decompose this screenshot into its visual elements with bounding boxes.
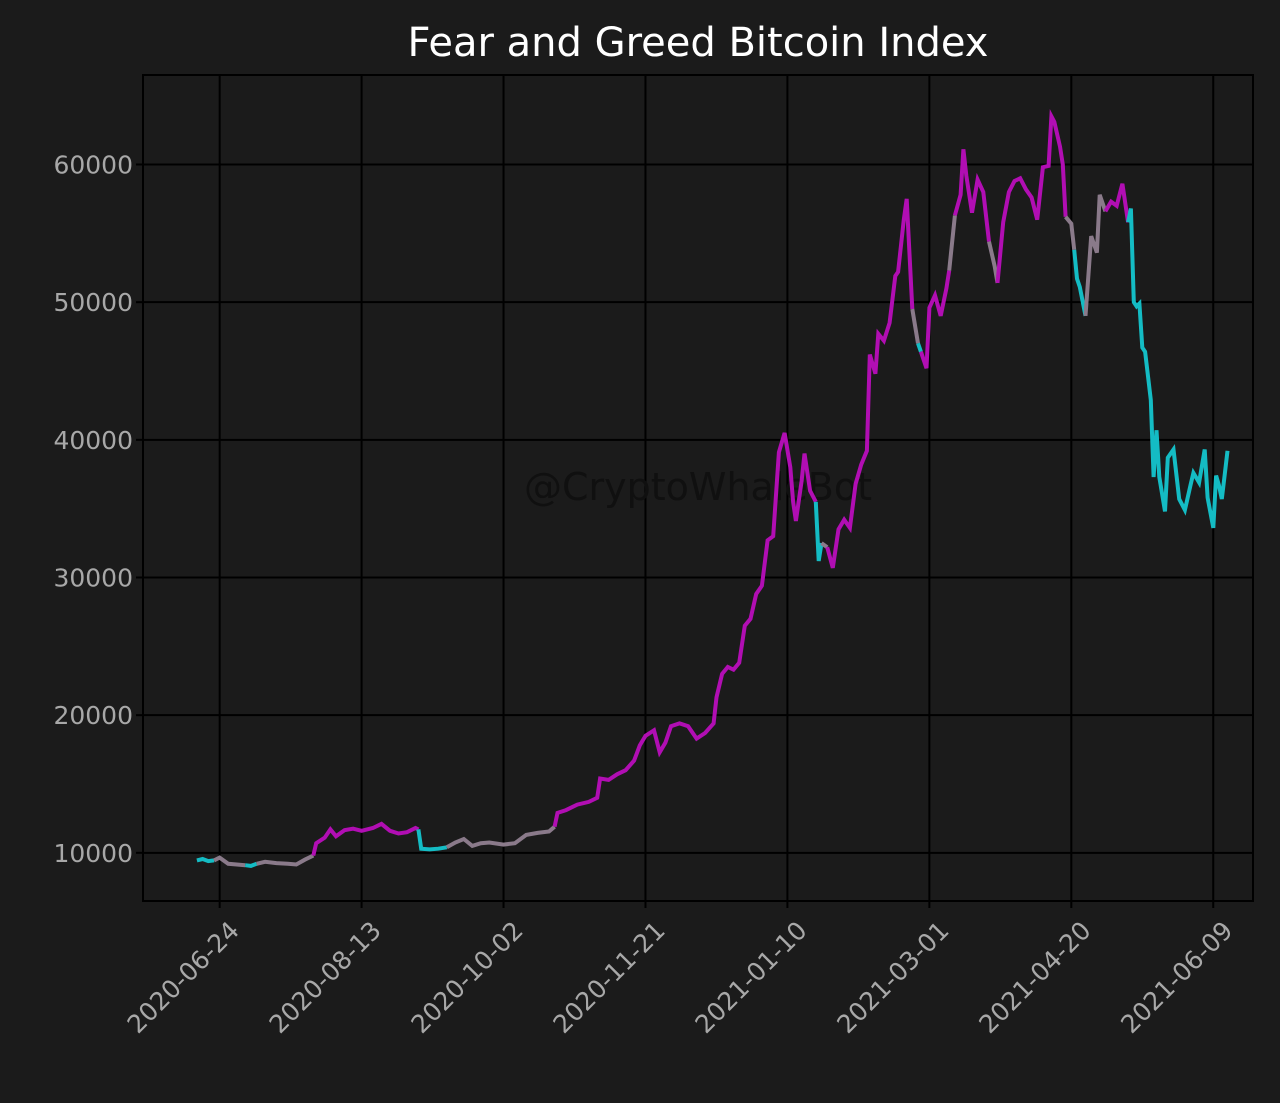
series-segment-18	[1064, 215, 1077, 251]
grid-lines	[143, 75, 1253, 901]
series-segment-20	[1083, 194, 1108, 317]
series-segment-3	[256, 853, 315, 867]
series-segment-22	[1126, 208, 1230, 529]
series-segment-9	[820, 541, 829, 549]
y-tick-label: 50000	[53, 288, 133, 317]
series-segment-15	[952, 149, 991, 242]
series-segment-12	[916, 342, 923, 353]
series-segment-21	[1103, 183, 1131, 223]
y-tick-label: 40000	[53, 426, 133, 455]
series-segment-7	[552, 432, 818, 828]
series-segment-14	[947, 215, 957, 271]
series-segment-13	[919, 270, 952, 369]
price-series	[196, 108, 1230, 868]
series-segment-1	[213, 855, 246, 868]
y-axis: 10000 20000 30000 40000 50000 60000	[53, 150, 143, 868]
series-segment-0	[196, 856, 215, 864]
series-segment-2	[244, 861, 258, 868]
series-segment-6	[445, 825, 556, 850]
series-segment-8	[813, 501, 824, 562]
series-segment-4	[311, 821, 420, 857]
plot-area: @CryptoWhaleBot	[142, 74, 1254, 902]
series-segment-5	[416, 829, 448, 852]
y-tick-label: 10000	[53, 839, 133, 868]
y-tick-label: 60000	[53, 150, 133, 179]
series-segment-10	[825, 198, 915, 569]
series-segment-17	[995, 108, 1068, 284]
y-tick-label: 20000	[53, 701, 133, 730]
series-segment-19	[1072, 249, 1088, 317]
y-tick-label: 30000	[53, 563, 133, 592]
series-segment-11	[910, 308, 920, 344]
watermark-text: @CryptoWhaleBot	[524, 465, 872, 509]
chart-title: Fear and Greed Bitcoin Index	[408, 20, 989, 66]
plot-frame	[142, 74, 1254, 902]
